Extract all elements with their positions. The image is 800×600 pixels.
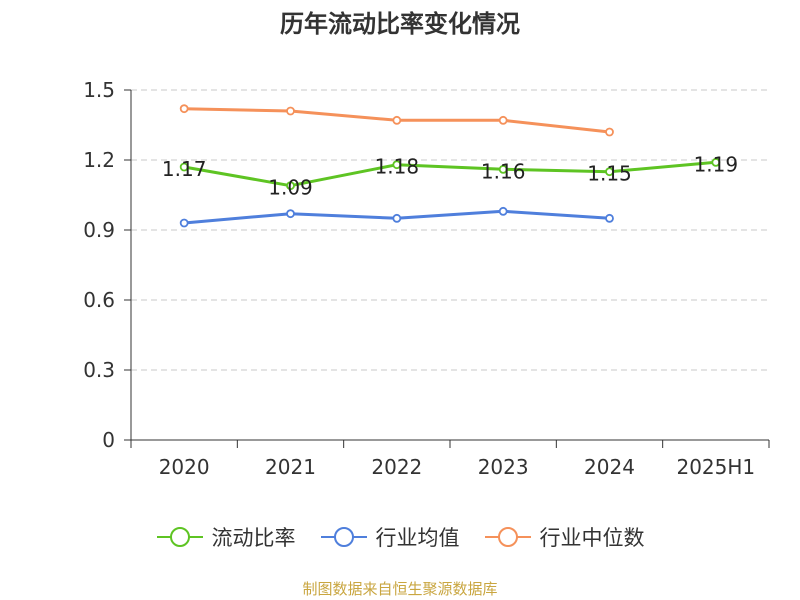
y-tick-label: 0.6 (83, 288, 115, 312)
data-label: 1.17 (162, 157, 207, 181)
data-label: 1.19 (694, 152, 739, 176)
data-label: 1.18 (375, 155, 420, 179)
data-point (286, 106, 295, 116)
x-tick-label: 2023 (478, 455, 529, 479)
legend-swatch-icon (156, 527, 203, 547)
data-point (179, 104, 189, 114)
x-tick-label: 2024 (584, 455, 635, 479)
y-tick-label: 0.9 (83, 218, 115, 242)
legend-label: 行业均值 (375, 526, 460, 550)
legend-swatch-icon (484, 527, 531, 547)
data-label: 1.15 (587, 162, 632, 186)
data-point (498, 206, 508, 216)
data-point (392, 213, 402, 223)
data-point (179, 162, 189, 172)
data-point (605, 213, 614, 223)
legend-item[interactable]: 行业中位数 (484, 522, 645, 552)
x-tick-label: 2021 (265, 455, 316, 479)
chart-title: 历年流动比率变化情况 (280, 10, 520, 38)
y-tick-label: 0 (102, 428, 115, 452)
data-point (498, 115, 508, 125)
data-label: 1.16 (481, 159, 526, 183)
data-label: 1.09 (268, 176, 313, 200)
legend-swatch-icon (320, 527, 367, 547)
data-point (286, 181, 295, 191)
data-point (711, 157, 721, 167)
data-point (605, 127, 614, 137)
y-tick-label: 0.3 (83, 358, 115, 382)
data-point (498, 164, 508, 174)
series-line (183, 160, 716, 188)
data-point (179, 218, 189, 228)
x-tick-label: 2025H1 (676, 455, 755, 479)
legend-label: 行业中位数 (539, 526, 645, 550)
x-tick-label: 2022 (371, 455, 422, 479)
data-point (392, 115, 402, 125)
data-point (286, 209, 295, 219)
x-tick-label: 2020 (159, 455, 210, 479)
y-tick-label: 1.5 (83, 78, 115, 102)
legend-item[interactable]: 流动比率 (156, 522, 296, 552)
legend: 流动比率 行业均值 行业中位数 (0, 520, 800, 554)
data-point (392, 160, 402, 170)
legend-label: 流动比率 (211, 526, 296, 550)
y-tick-label: 1.2 (83, 148, 115, 172)
source-note: 制图数据来自恒生聚源数据库 (302, 580, 498, 598)
data-point (605, 167, 614, 177)
legend-item[interactable]: 行业均值 (320, 522, 460, 552)
